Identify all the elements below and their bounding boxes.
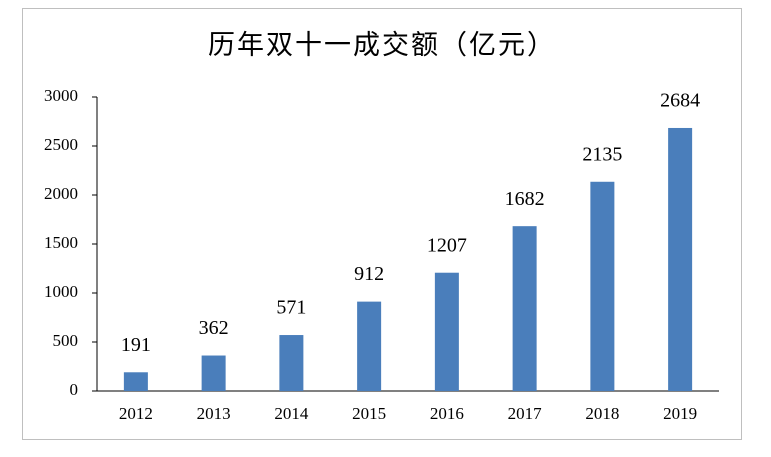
x-tick-label: 2014: [274, 404, 309, 423]
data-label: 1682: [505, 188, 545, 210]
bar: [123, 372, 148, 391]
bar: [590, 181, 615, 391]
data-label: 362: [199, 317, 229, 339]
data-label: 191: [121, 334, 151, 356]
bar: [668, 127, 693, 391]
bar: [357, 301, 382, 391]
y-tick-label: 500: [53, 331, 79, 350]
data-label: 912: [354, 263, 384, 285]
bar: [201, 355, 226, 391]
x-tick-label: 2018: [585, 404, 619, 423]
bar: [279, 335, 304, 391]
data-label: 1207: [427, 234, 467, 256]
bar: [512, 226, 537, 391]
data-label: 571: [276, 297, 306, 319]
y-tick-label: 2500: [44, 135, 78, 154]
y-tick-label: 2000: [44, 184, 78, 203]
data-label: 2684: [660, 90, 700, 112]
y-tick-label: 0: [70, 380, 79, 399]
data-label: 2135: [582, 143, 622, 165]
bar: [434, 272, 459, 391]
chart-border: [22, 8, 742, 440]
x-tick-label: 2013: [197, 404, 231, 423]
y-tick-label: 1000: [44, 282, 78, 301]
chart-title: 历年双十一成交额（亿元）: [208, 30, 556, 60]
x-tick-label: 2016: [430, 404, 464, 423]
y-tick-label: 1500: [44, 233, 78, 252]
x-tick-label: 2019: [663, 404, 697, 423]
x-tick-label: 2015: [352, 404, 386, 423]
y-tick-label: 3000: [44, 86, 78, 105]
x-tick-label: 2012: [119, 404, 153, 423]
x-tick-label: 2017: [508, 404, 543, 423]
